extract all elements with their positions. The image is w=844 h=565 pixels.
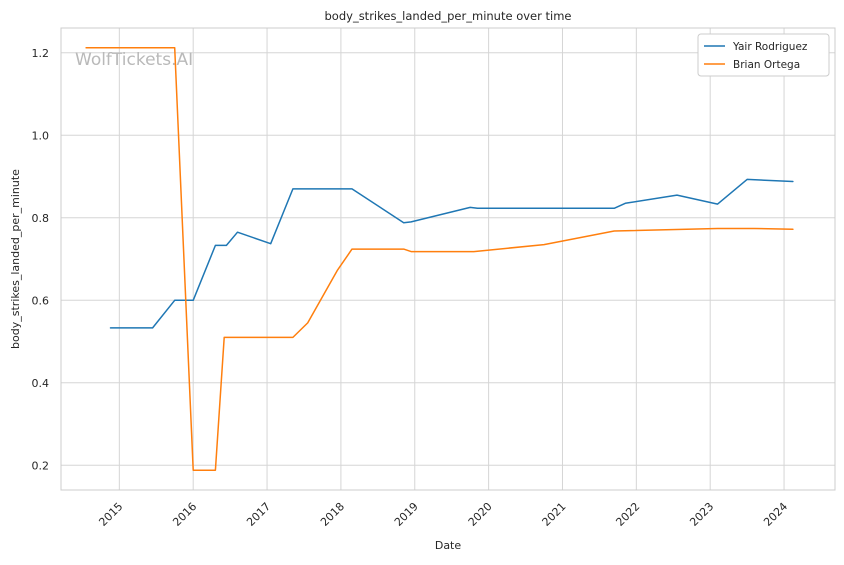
x-axis-title: Date [435, 539, 462, 552]
y-tick-label: 0.6 [32, 294, 50, 307]
y-tick-label: 0.8 [32, 212, 50, 225]
series-line-1 [109, 178, 794, 329]
y-tick-label: 1.0 [32, 129, 50, 142]
legend-label-1: Yair Rodriguez [732, 41, 808, 53]
series-line-2 [85, 47, 794, 471]
legend: Yair Rodriguez Brian Ortega [697, 33, 830, 77]
legend-label-2: Brian Ortega [733, 59, 800, 71]
y-tick-label: 0.4 [32, 377, 50, 390]
legend-box [697, 33, 830, 77]
plot-frame [60, 27, 836, 491]
series-lines [85, 47, 794, 471]
y-tick-label: 1.2 [32, 47, 50, 60]
y-axis-ticks: 0.2 0.4 0.6 0.8 1.0 1.2 [32, 47, 50, 473]
chart-title: body_strikes_landed_per_minute over time [325, 9, 572, 23]
y-axis-title: body_strikes_landed_per_minute [9, 169, 22, 349]
y-tick-label: 0.2 [32, 459, 50, 472]
watermark: WolfTickets.AI [75, 50, 193, 70]
